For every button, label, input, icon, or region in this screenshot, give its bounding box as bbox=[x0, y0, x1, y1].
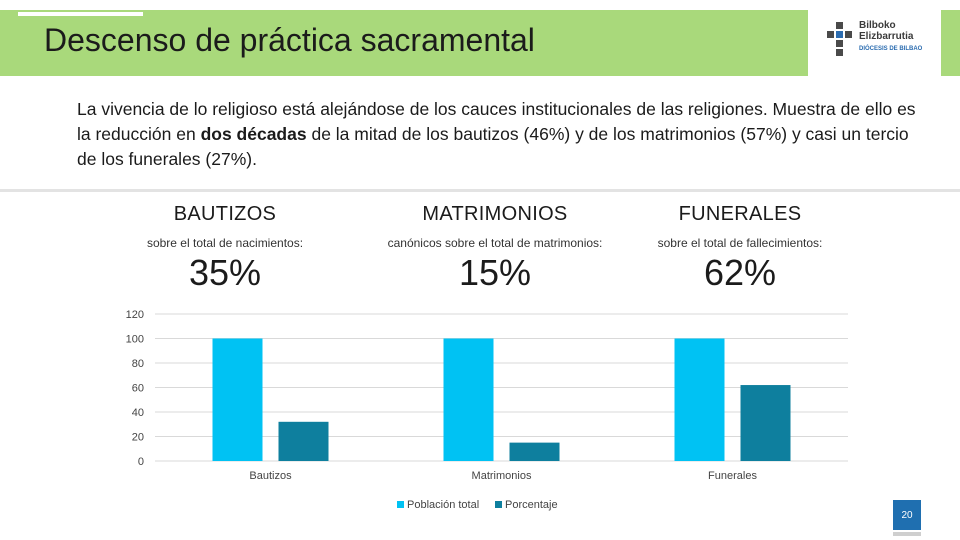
stat-heading: FUNERALES bbox=[678, 203, 802, 225]
page-strip bbox=[893, 532, 921, 536]
stat-heading: MATRIMONIOS bbox=[422, 203, 568, 225]
header-band bbox=[0, 10, 808, 76]
intro-paragraph: La vivencia de lo religioso está alejánd… bbox=[77, 97, 917, 172]
stat-percent: 35% bbox=[188, 252, 262, 293]
x-tick-label: Matrimonios bbox=[472, 470, 532, 482]
y-tick-label: 60 bbox=[132, 383, 144, 395]
intro-bold: dos décadas bbox=[200, 124, 307, 144]
bar-matrimonios-porcentaje bbox=[509, 442, 560, 461]
cross-grid-icon bbox=[827, 22, 852, 56]
legend-label: Porcentaje bbox=[505, 499, 558, 511]
stat-subtitle: sobre el total de nacimientos: bbox=[146, 236, 304, 250]
stat-funerales: FUNERALES sobre el total de fallecimient… bbox=[640, 203, 840, 294]
header-right-strip bbox=[941, 10, 960, 76]
x-tick-label: Bautizos bbox=[249, 470, 292, 482]
stat-heading: BAUTIZOS bbox=[173, 203, 277, 225]
intro-part2: de la mitad de los bautizos (46%) y de l… bbox=[77, 124, 909, 169]
bar-bautizos-poblacion bbox=[212, 338, 263, 461]
stat-subtitle: sobre el total de fallecimientos: bbox=[657, 236, 823, 250]
bar-funerales-poblacion bbox=[674, 338, 725, 461]
bar-chart: 0 20 40 60 80 100 120 Bautizos Matrimonios Funera… bbox=[126, 309, 848, 511]
y-tick-label: 100 bbox=[126, 334, 144, 346]
legend-swatch bbox=[495, 501, 502, 508]
bar-bautizos-porcentaje bbox=[278, 421, 329, 461]
y-tick-label: 0 bbox=[138, 456, 144, 468]
logo-line3: DIÓCESIS DE BILBAO bbox=[859, 46, 923, 52]
logo-line2: Elizbarrutia bbox=[859, 31, 914, 42]
y-tick-label: 120 bbox=[126, 309, 144, 321]
stat-matrimonios: MATRIMONIOS canónicos sobre el total de … bbox=[365, 203, 625, 294]
header-accent bbox=[18, 12, 143, 16]
stat-subtitle: canónicos sobre el total de matrimonios: bbox=[387, 236, 603, 250]
logo-line1: Bilboko bbox=[859, 20, 896, 31]
y-tick-label: 20 bbox=[132, 432, 144, 444]
legend-swatch bbox=[397, 501, 404, 508]
bar-funerales-porcentaje bbox=[740, 385, 791, 461]
stat-percent: 62% bbox=[703, 252, 777, 293]
diocese-logo: Bilboko Elizbarrutia DIÓCESIS DE BILBAO bbox=[825, 18, 925, 64]
page-number: 20 bbox=[893, 500, 921, 530]
divider bbox=[0, 189, 960, 192]
stat-percent: 15% bbox=[458, 252, 532, 293]
intro-part1: La vivencia de lo religioso está alejánd… bbox=[77, 99, 916, 144]
page-title: Descenso de práctica sacramental bbox=[44, 22, 535, 58]
legend-label: Población total bbox=[407, 499, 479, 511]
stat-bautizos: BAUTIZOS sobre el total de nacimientos: … bbox=[120, 203, 330, 294]
bar-matrimonios-poblacion bbox=[443, 338, 494, 461]
y-tick-label: 40 bbox=[132, 407, 144, 419]
x-tick-label: Funerales bbox=[708, 470, 757, 482]
y-tick-label: 80 bbox=[132, 358, 144, 370]
